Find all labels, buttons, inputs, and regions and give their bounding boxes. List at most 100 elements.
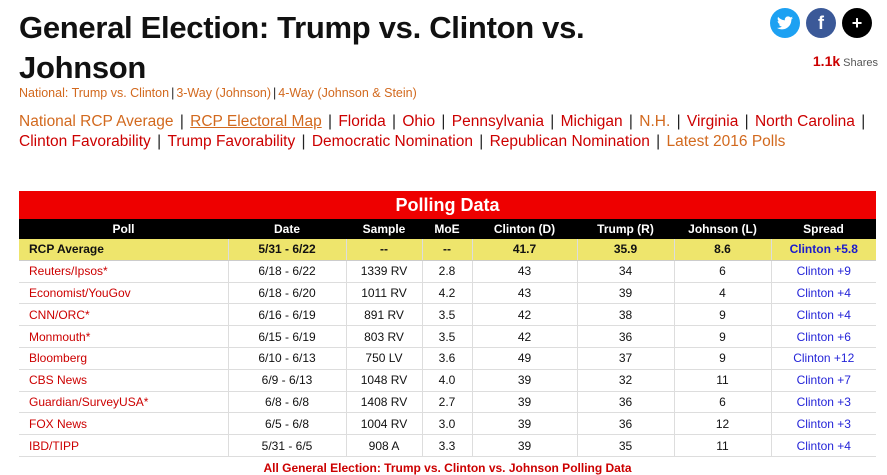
rcp-link-trump-favorability[interactable]: Trump Favorability — [167, 133, 296, 150]
poll-name-cell: Economist/YouGov — [19, 282, 229, 305]
column-header[interactable]: Poll — [19, 219, 228, 239]
moe-cell: 2.7 — [422, 391, 473, 414]
poll-name-cell: Monmouth* — [19, 325, 229, 348]
poll-link[interactable]: Monmouth* — [29, 329, 91, 344]
rcp-link-republican-nomination[interactable]: Republican Nomination — [489, 133, 650, 150]
sample-cell: -- — [346, 239, 423, 261]
johnson-cell: 6 — [674, 260, 772, 283]
separator: | — [740, 113, 753, 130]
column-header[interactable]: Sample — [346, 219, 422, 239]
poll-link[interactable]: IBD/TIPP — [29, 438, 80, 453]
poll-name-cell: CNN/ORC* — [19, 303, 229, 327]
rcp-link-n-h[interactable]: N.H. — [639, 113, 671, 130]
rcp-link-national-rcp-average[interactable]: National RCP Average — [19, 113, 174, 130]
column-header[interactable]: Trump (R) — [577, 219, 674, 239]
subnav-link-3way[interactable]: 3-Way (Johnson) — [176, 86, 272, 100]
spread-cell: Clinton +9 — [771, 260, 876, 283]
poll-link[interactable]: Economist/YouGov — [29, 285, 131, 300]
share-count-value: 1.1k — [812, 53, 841, 69]
spread-cell: Clinton +3 — [771, 391, 876, 414]
poll-link[interactable]: Bloomberg — [29, 351, 88, 366]
poll-name-cell: CBS News — [19, 369, 229, 392]
table-row: Monmouth* 6/15 - 6/19 803 RV 3.5 42 36 9 Clinto… — [19, 325, 876, 348]
facebook-share-button[interactable]: f — [806, 8, 836, 38]
rcp-link-clinton-favorability[interactable]: Clinton Favorability — [19, 133, 151, 150]
trump-cell: 36 — [577, 412, 675, 436]
trump-cell: 32 — [577, 369, 675, 392]
subnav-link-4way[interactable]: 4-Way (Johnson & Stein) — [278, 86, 417, 100]
table-row: CNN/ORC* 6/16 - 6/19 891 RV 3.5 42 38 9 Clinton… — [19, 303, 876, 327]
rcp-link-pennsylvania[interactable]: Pennsylvania — [451, 113, 544, 130]
rcp-link-north-carolina[interactable]: North Carolina — [754, 113, 855, 130]
johnson-cell: 12 — [674, 412, 772, 436]
rcp-link-virginia[interactable]: Virginia — [686, 113, 739, 130]
date-cell: 5/31 - 6/22 — [228, 239, 347, 261]
trump-cell: 37 — [577, 347, 675, 370]
rcp-link-rcp-electoral-map[interactable]: RCP Electoral Map — [190, 113, 322, 130]
poll-link[interactable]: Guardian/SurveyUSA* — [29, 394, 149, 409]
separator: | — [152, 133, 166, 150]
separator: | — [856, 113, 866, 130]
trump-cell: 36 — [577, 325, 675, 348]
separator: | — [171, 86, 175, 100]
separator: | — [651, 133, 665, 150]
column-header[interactable]: Date — [228, 219, 346, 239]
race-subnav: National: Trump vs. Clinton | 3-Way (Johns… — [19, 86, 417, 100]
johnson-cell: 4 — [674, 282, 772, 305]
sample-cell: 908 A — [346, 434, 423, 457]
johnson-cell: 9 — [674, 303, 772, 327]
date-cell: 6/18 - 6/22 — [228, 260, 347, 283]
plus-icon: + — [851, 12, 863, 33]
clinton-cell: 43 — [472, 260, 578, 283]
more-share-button[interactable]: + — [842, 8, 872, 38]
rcp-link-democratic-nomination[interactable]: Democratic Nomination — [311, 133, 473, 150]
separator: | — [297, 133, 310, 150]
trump-cell: 35.9 — [577, 239, 675, 261]
johnson-cell: 6 — [674, 391, 772, 414]
column-header[interactable]: Clinton (D) — [472, 219, 577, 239]
separator: | — [175, 113, 189, 130]
date-cell: 5/31 - 6/5 — [228, 434, 347, 457]
sample-cell: 1408 RV — [346, 391, 423, 414]
poll-name-cell: FOX News — [19, 412, 229, 436]
polling-table-body: RCP Average 5/31 - 6/22 -- -- 41.7 35.9 8.6 Cli… — [19, 239, 876, 457]
clinton-cell: 42 — [472, 303, 578, 327]
separator: | — [273, 86, 277, 100]
poll-link[interactable]: Reuters/Ipsos* — [29, 264, 108, 279]
all-polling-data-link[interactable]: All General Election: Trump vs. Clinton … — [263, 460, 632, 475]
sample-cell: 891 RV — [346, 303, 423, 327]
rcp-links-nav: National RCP Average | RCP Electoral Map… — [19, 112, 869, 152]
date-cell: 6/9 - 6/13 — [228, 369, 347, 392]
sample-cell: 1004 RV — [346, 412, 423, 436]
rcp-link-latest-2016-polls[interactable]: Latest 2016 Polls — [666, 133, 786, 150]
trump-cell: 38 — [577, 303, 675, 327]
moe-cell: 3.3 — [422, 434, 473, 457]
sample-cell: 1011 RV — [346, 282, 423, 305]
twitter-share-button[interactable] — [770, 8, 800, 38]
column-header[interactable]: Spread — [771, 219, 876, 239]
poll-link[interactable]: FOX News — [29, 416, 88, 431]
column-header[interactable]: Johnson (L) — [674, 219, 771, 239]
table-row: CBS News 6/9 - 6/13 1048 RV 4.0 39 32 11 Clinto… — [19, 369, 876, 392]
subnav-link-national[interactable]: National: Trump vs. Clinton — [19, 86, 170, 100]
sample-cell: 1048 RV — [346, 369, 423, 392]
poll-link[interactable]: CNN/ORC* — [29, 307, 90, 322]
moe-cell: 3.0 — [422, 412, 473, 436]
rcp-link-ohio[interactable]: Ohio — [402, 113, 436, 130]
page-title: General Election: Trump vs. Clinton vs. … — [19, 10, 585, 85]
rcp-link-florida[interactable]: Florida — [338, 113, 386, 130]
twitter-icon — [777, 16, 793, 30]
poll-link[interactable]: CBS News — [29, 373, 88, 388]
moe-cell: 2.8 — [422, 260, 473, 283]
poll-name-cell: Guardian/SurveyUSA* — [19, 391, 229, 414]
table-row: Guardian/SurveyUSA* 6/8 - 6/8 1408 RV 2.7 39… — [19, 391, 876, 414]
trump-cell: 36 — [577, 391, 675, 414]
spread-cell: Clinton +6 — [771, 325, 876, 348]
clinton-cell: 42 — [472, 325, 578, 348]
rcp-link-michigan[interactable]: Michigan — [560, 113, 623, 130]
clinton-cell: 39 — [472, 412, 578, 436]
trump-cell: 34 — [577, 260, 675, 283]
social-share-bar: f + — [770, 8, 872, 38]
column-header[interactable]: MoE — [422, 219, 472, 239]
clinton-cell: 39 — [472, 391, 578, 414]
